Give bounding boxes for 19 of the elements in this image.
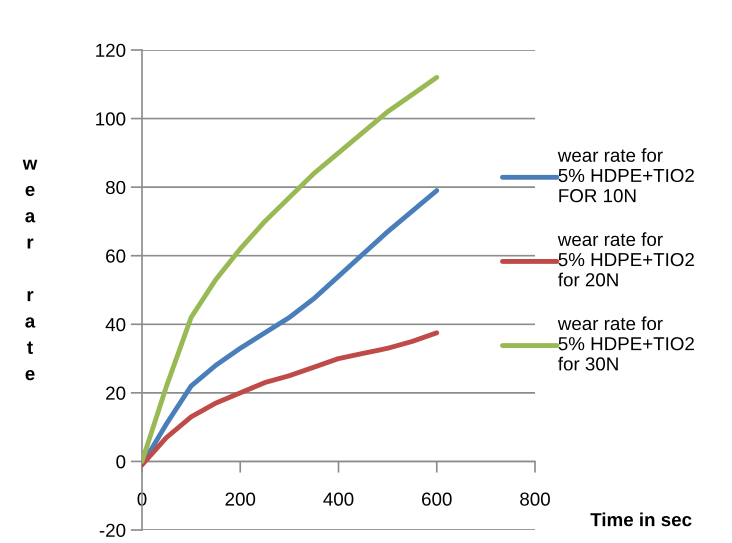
legend-label: wear rate for 5% HDPE+TIO2 for 20N (558, 232, 694, 286)
x-tick-label: 600 (422, 492, 452, 506)
y-tick-label: -20 (100, 524, 126, 537)
y-tick-label: 40 (106, 318, 126, 332)
x-tick-label: 200 (226, 492, 256, 506)
line-series (142, 75, 440, 464)
y-tick-label: 100 (96, 112, 126, 126)
y-tick-label: 0 (116, 455, 126, 468)
y-tick-label: 20 (106, 386, 126, 400)
y-tick-label: 60 (106, 249, 126, 263)
x-axis-title: Time in sec (590, 512, 692, 526)
x-tick-label: 400 (323, 492, 354, 506)
legend-label: wear rate for 5% HDPE+TIO2 FOR 10N (558, 148, 694, 202)
y-tick-label: 120 (96, 44, 126, 57)
text: wear rate (22, 160, 38, 380)
line-series (142, 330, 440, 468)
legend-label: wear rate for 5% HDPE+TIO2 for 30N (558, 316, 694, 371)
y-tick-label: 80 (106, 180, 126, 194)
x-tick-label: 800 (520, 492, 550, 506)
